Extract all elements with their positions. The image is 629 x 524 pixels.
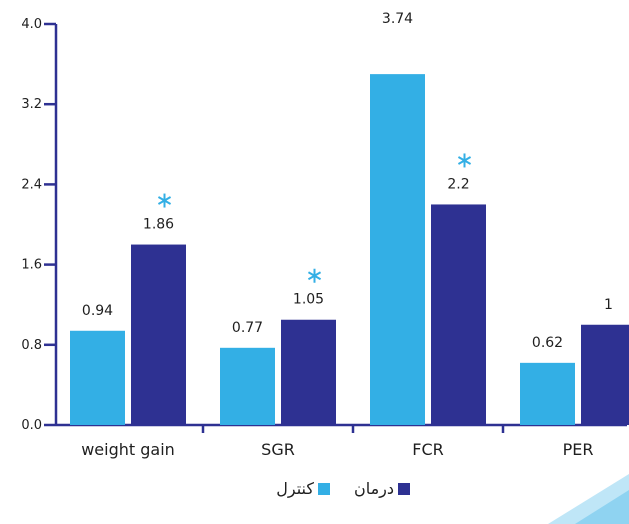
star-stroke (457, 156, 472, 165)
star-stroke (157, 196, 172, 205)
bar-control (520, 362, 575, 425)
legend-label-treatment: درمان (354, 479, 394, 499)
data-label: 1.86 (143, 217, 174, 233)
data-label: 2.2 (447, 176, 469, 192)
data-label: 3.74 (382, 11, 413, 27)
data-labels: 0.94 1.86 0.77 1.05 3.74 2.2 0.62 1 (82, 11, 613, 351)
star-stroke (307, 271, 322, 281)
legend-label-control: کنترل (276, 479, 314, 499)
y-tick-label: 0.8 (21, 338, 42, 353)
legend-swatch-treatment (398, 483, 410, 495)
y-tick-label: 2.4 (21, 177, 42, 192)
x-axis: weight gain SGR FCR PER (56, 423, 627, 459)
bar-treatment (281, 319, 336, 425)
category-label: weight gain (81, 440, 175, 459)
data-label: 0.77 (232, 320, 263, 336)
significance-star-icon (157, 193, 172, 208)
bars (70, 74, 629, 425)
significance-star-icon (307, 268, 322, 283)
category-label: SGR (261, 440, 295, 459)
bar-treatment (431, 204, 486, 425)
bar-control (220, 347, 275, 425)
y-tick-label: 0.0 (21, 418, 42, 433)
legend: درمان کنترل (276, 479, 410, 499)
y-axis: 0.0 0.8 1.6 2.4 3.2 4.0 (21, 17, 58, 433)
corner-shape-inner (575, 490, 629, 524)
corner-decoration (548, 474, 629, 524)
significance-star-icon (457, 153, 472, 168)
data-label: 1 (604, 297, 613, 313)
category-label: FCR (412, 440, 444, 459)
data-label: 0.94 (82, 303, 113, 319)
bar-treatment (131, 244, 186, 425)
y-tick-label: 3.2 (21, 97, 42, 112)
bar-control (70, 330, 125, 425)
data-label: 0.62 (532, 335, 563, 351)
legend-swatch-control (318, 483, 330, 495)
data-label: 1.05 (293, 292, 324, 308)
y-tick-label: 1.6 (21, 258, 42, 273)
bar-control (370, 74, 425, 425)
bar-treatment (581, 324, 629, 425)
y-tick-label: 4.0 (21, 17, 42, 32)
category-label: PER (563, 440, 594, 459)
